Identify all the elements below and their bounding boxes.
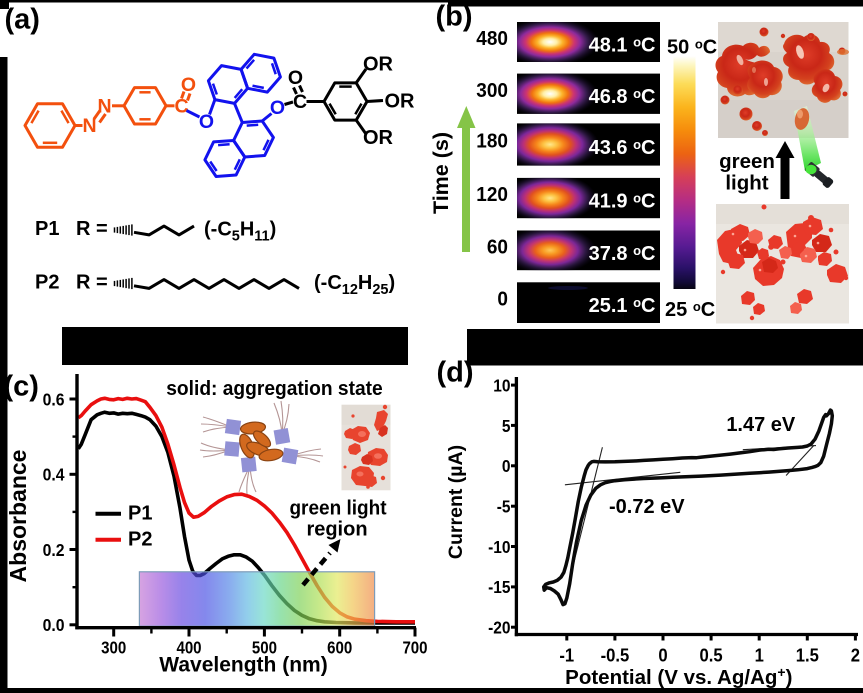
svg-text:0.5: 0.5 (700, 645, 723, 666)
svg-text:46.8 oC: 46.8 oC (589, 86, 656, 108)
svg-text:300: 300 (101, 638, 126, 657)
svg-text:0: 0 (502, 456, 511, 476)
svg-text:0.4: 0.4 (43, 465, 66, 485)
svg-text:0.2: 0.2 (43, 540, 65, 560)
svg-text:P1: P1 (35, 218, 59, 240)
svg-text:R =: R = (76, 218, 108, 240)
svg-text:-0.72 eV: -0.72 eV (609, 496, 685, 518)
svg-text:-15: -15 (488, 577, 510, 597)
svg-text:(c): (c) (4, 371, 39, 403)
svg-text:C: C (174, 96, 188, 118)
svg-text:1.5: 1.5 (796, 645, 819, 666)
svg-text:0: 0 (497, 288, 508, 311)
svg-text:OR: OR (385, 91, 416, 113)
svg-text:(d): (d) (437, 357, 474, 389)
svg-text:600: 600 (327, 638, 352, 657)
svg-text:37.8 oC: 37.8 oC (589, 243, 656, 265)
svg-text:O: O (270, 97, 285, 119)
svg-text:1: 1 (755, 645, 764, 666)
svg-text:0.0: 0.0 (43, 615, 65, 635)
svg-text:180: 180 (476, 130, 508, 153)
svg-text:400: 400 (176, 638, 201, 657)
svg-text:300: 300 (476, 79, 508, 102)
svg-text:O: O (199, 111, 214, 133)
svg-text:25 oC: 25 oC (665, 299, 715, 321)
svg-text:P1: P1 (128, 503, 152, 525)
svg-text:-10: -10 (488, 537, 510, 557)
svg-text:O: O (288, 67, 303, 89)
svg-text:OR: OR (363, 54, 394, 76)
svg-text:2: 2 (851, 645, 860, 666)
svg-text:P2: P2 (35, 272, 59, 294)
svg-text:0.6: 0.6 (43, 390, 65, 410)
svg-text:Potential (V vs. Ag/Ag+): Potential (V vs. Ag/Ag+) (565, 664, 792, 689)
svg-text:-5: -5 (497, 497, 511, 517)
svg-text:R =: R = (76, 272, 108, 294)
svg-text:Time (s): Time (s) (429, 132, 453, 214)
svg-text:-1: -1 (559, 645, 574, 666)
svg-text:O: O (181, 74, 196, 96)
svg-text:(-C5H11): (-C5H11) (204, 219, 276, 245)
svg-text:region: region (306, 519, 367, 541)
svg-text:(a): (a) (5, 4, 40, 36)
svg-text:48.1 oC: 48.1 oC (589, 35, 656, 57)
svg-text:5: 5 (502, 416, 511, 436)
svg-text:OR: OR (363, 127, 394, 149)
svg-text:500: 500 (252, 638, 277, 657)
svg-text:-20: -20 (488, 618, 510, 638)
svg-text:25.1 oC: 25.1 oC (589, 295, 656, 317)
svg-text:light: light (725, 172, 768, 195)
svg-text:Absorbance: Absorbance (5, 450, 31, 583)
svg-text:N: N (97, 96, 111, 118)
svg-text:480: 480 (476, 28, 508, 51)
svg-text:1.47 eV: 1.47 eV (726, 414, 796, 436)
svg-text:N: N (82, 115, 96, 137)
svg-text:C: C (293, 91, 307, 113)
svg-text:700: 700 (402, 638, 427, 657)
svg-text:-0.5: -0.5 (601, 645, 630, 666)
svg-text:10: 10 (493, 375, 510, 395)
svg-text:green: green (719, 150, 775, 173)
svg-text:solid: aggregation state: solid: aggregation state (166, 378, 383, 400)
svg-text:0: 0 (658, 645, 667, 666)
svg-text:P2: P2 (128, 529, 152, 551)
svg-text:41.9 oC: 41.9 oC (589, 191, 656, 213)
svg-text:60: 60 (487, 236, 508, 259)
svg-text:(b): (b) (436, 1, 473, 33)
svg-text:120: 120 (476, 184, 508, 207)
svg-text:43.6 oC: 43.6 oC (589, 137, 656, 159)
svg-text:green light: green light (289, 497, 387, 520)
svg-text:Wavelength (nm): Wavelength (nm) (159, 654, 327, 677)
svg-text:Current (µA): Current (µA) (445, 445, 467, 559)
svg-text:50 oC: 50 oC (667, 37, 717, 59)
